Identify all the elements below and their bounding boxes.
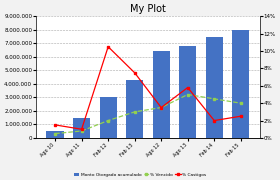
% Castigos — [106, 46, 110, 48]
Bar — [126, 80, 143, 138]
% Castigos — [133, 72, 136, 74]
% Castigos — [160, 106, 163, 109]
Legend: Monto Otorgado acumulado, % Vencido, % Castigos: Monto Otorgado acumulado, % Vencido, % C… — [73, 172, 207, 178]
% Vencido — [80, 130, 83, 132]
% Vencido — [106, 120, 110, 122]
% Castigos — [80, 128, 83, 130]
Bar — [46, 131, 64, 138]
% Vencido — [213, 98, 216, 100]
Bar — [153, 51, 170, 138]
Line: % Vencido: % Vencido — [54, 93, 242, 135]
Bar — [232, 30, 249, 138]
% Castigos — [53, 124, 57, 126]
Bar — [73, 118, 90, 138]
% Castigos — [239, 115, 242, 117]
Line: % Castigos: % Castigos — [54, 46, 242, 130]
Bar — [179, 46, 196, 138]
Bar — [99, 97, 117, 138]
% Vencido — [239, 102, 242, 104]
% Castigos — [213, 120, 216, 122]
% Vencido — [186, 93, 189, 96]
% Castigos — [186, 86, 189, 89]
% Vencido — [160, 106, 163, 109]
Bar — [206, 37, 223, 138]
% Vencido — [133, 111, 136, 113]
Title: My Plot: My Plot — [130, 4, 166, 14]
% Vencido — [53, 132, 57, 135]
